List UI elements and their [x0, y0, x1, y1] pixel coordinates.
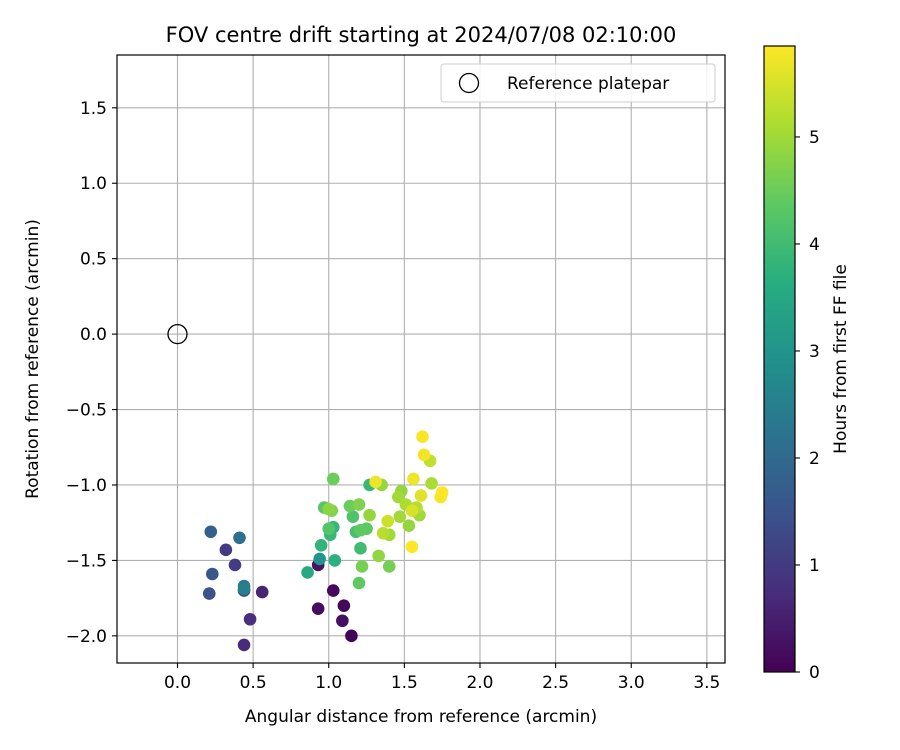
data-point	[326, 472, 340, 486]
data-point	[354, 523, 367, 537]
data-point	[328, 554, 342, 567]
data-point	[322, 522, 336, 536]
colorbar-tick-label: 1	[809, 556, 820, 576]
y-tick-label: 0.0	[80, 325, 107, 345]
x-tick-label: 1.5	[391, 673, 418, 693]
data-point	[219, 543, 233, 557]
data-point	[435, 486, 449, 499]
reference-platepar-marker	[167, 323, 188, 345]
colorbar-tick-label: 3	[809, 342, 820, 362]
data-point	[322, 502, 336, 516]
colorbar-ticks: 0 1 2 3 4 5	[795, 128, 820, 683]
data-point	[393, 510, 407, 523]
data-point	[346, 510, 360, 523]
y-tick-label: 0.5	[80, 250, 107, 270]
x-tick-label: 3.0	[618, 673, 645, 693]
grid-lines	[117, 55, 725, 663]
y-axis-ticks: 1.5 1.0 0.5 0.0 −0.5 −1.0 −1.5 −2.0	[66, 99, 117, 647]
data-point	[337, 599, 351, 612]
data-point	[237, 638, 251, 652]
chart-title: FOV centre drift starting at 2024/07/08 …	[166, 23, 677, 47]
data-point	[205, 567, 219, 581]
data-point	[352, 498, 366, 511]
y-tick-label: 1.5	[80, 99, 107, 119]
data-point	[414, 489, 428, 502]
x-tick-label: 0.5	[240, 673, 267, 693]
data-point	[416, 430, 429, 443]
data-point	[243, 612, 257, 626]
data-point	[372, 549, 385, 563]
data-point	[202, 587, 216, 600]
legend: Reference platepar	[440, 63, 716, 103]
data-point	[326, 584, 340, 597]
colorbar-tick-label: 2	[809, 449, 820, 469]
x-tick-label: 2.5	[542, 673, 569, 693]
data-point	[369, 475, 382, 489]
data-point	[407, 472, 420, 486]
y-tick-label: 1.0	[80, 174, 107, 194]
y-tick-label: −2.0	[66, 627, 107, 647]
data-point	[237, 582, 251, 596]
data-point	[376, 526, 390, 540]
x-tick-label: 3.5	[693, 673, 720, 693]
data-points	[202, 430, 449, 652]
x-axis-ticks: 0.0 0.5 1.0 1.5 2.0 2.5 3.0 3.5	[164, 663, 720, 693]
data-point	[417, 448, 431, 462]
y-axis-label: Rotation from reference (arcmin)	[23, 219, 43, 499]
reference-marker-layer	[167, 323, 188, 345]
x-axis-label: Angular distance from reference (arcmin)	[245, 707, 597, 727]
plot-frame	[116, 54, 726, 664]
y-tick-label: −1.5	[66, 551, 107, 571]
data-point	[382, 560, 396, 573]
data-point	[354, 542, 367, 555]
data-point	[204, 525, 218, 539]
data-point	[405, 540, 419, 554]
colorbar-tick-label: 4	[809, 235, 820, 255]
colorbar-tick-label: 5	[809, 128, 820, 148]
y-tick-label: −1.0	[66, 476, 107, 496]
data-point	[345, 629, 358, 643]
data-point	[355, 560, 369, 573]
data-point	[314, 539, 328, 552]
colorbar-label: Hours from first FF file	[831, 264, 851, 454]
data-point	[255, 585, 269, 599]
data-point	[405, 504, 419, 517]
data-point	[228, 558, 242, 572]
data-point	[311, 602, 325, 615]
legend-label: Reference platepar	[507, 74, 669, 94]
data-point	[336, 614, 349, 628]
colorbar-tick-label: 0	[809, 663, 820, 683]
x-tick-label: 2.0	[466, 673, 493, 693]
data-point	[402, 519, 416, 533]
data-point	[363, 508, 376, 522]
colorbar	[763, 45, 796, 673]
x-tick-label: 0.0	[164, 673, 191, 693]
data-point	[313, 552, 326, 566]
legend-reference-marker	[458, 72, 480, 94]
data-point	[233, 531, 246, 545]
data-point	[301, 566, 314, 579]
y-tick-label: −0.5	[66, 401, 107, 421]
data-point	[352, 576, 366, 590]
legend-box	[440, 63, 716, 103]
data-point	[381, 514, 395, 528]
data-point	[425, 477, 438, 490]
x-tick-label: 1.0	[315, 673, 342, 693]
